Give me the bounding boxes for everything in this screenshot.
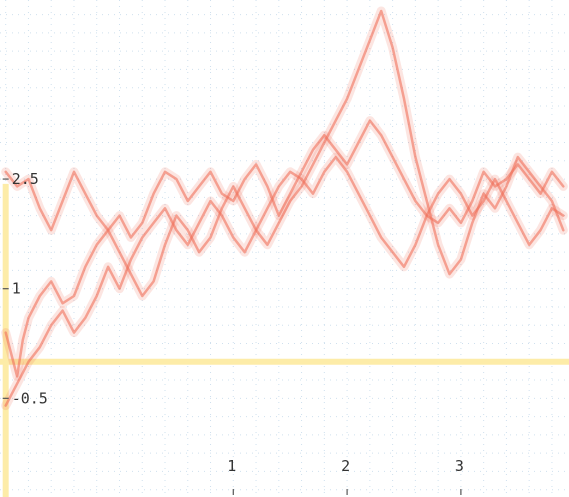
y-tick-label: -0.5 xyxy=(12,389,48,407)
axes xyxy=(0,183,569,497)
x-tick-label: 2 xyxy=(341,457,350,475)
series-group xyxy=(1,6,568,411)
x-tick-label: 3 xyxy=(455,457,464,475)
y-tick-label: 2.5 xyxy=(12,170,39,188)
tick-labels: 1 2 3 2.5 1 -0.5 xyxy=(2,170,464,495)
y-tick-label: 1 xyxy=(12,280,21,298)
series-2-line xyxy=(4,9,565,298)
series-3-line xyxy=(4,155,565,407)
series-1-line xyxy=(4,119,565,378)
x-tick-label: 1 xyxy=(227,457,236,475)
